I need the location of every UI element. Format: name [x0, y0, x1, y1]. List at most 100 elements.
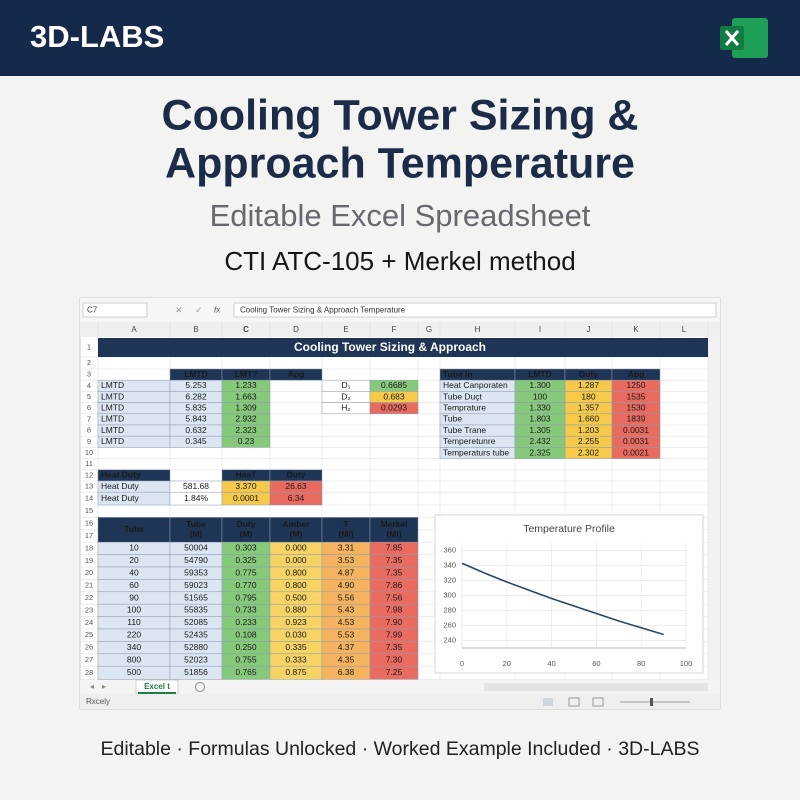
fx-label: fx	[214, 306, 221, 315]
cell-text: 7.90	[386, 617, 403, 627]
header-text: Duty	[579, 369, 598, 379]
cell-text: 10	[129, 543, 139, 553]
cell-text: 0.0021	[623, 447, 649, 457]
header-text: T	[343, 519, 349, 529]
cell-text: 0.0001	[233, 493, 259, 503]
cell-text: 5.835	[185, 402, 207, 412]
cell-text: 1.309	[235, 402, 257, 412]
cell-text: 180	[581, 391, 595, 401]
cell-text: 0.000	[285, 555, 307, 565]
cell-text: 0.6685	[381, 380, 407, 390]
cell-text: 1.357	[578, 402, 600, 412]
cell-text: LMTD	[101, 391, 124, 401]
x-tick-label: 0	[460, 659, 464, 668]
excel-icon	[720, 18, 768, 58]
cell-text: 220	[127, 629, 141, 639]
cell-text: 0.795	[235, 592, 257, 602]
view-break[interactable]	[592, 697, 604, 707]
cell-text: 52435	[184, 629, 208, 639]
cell-text: 1.233	[235, 380, 257, 390]
cell-text: 90	[129, 592, 139, 602]
cell-text: 59353	[184, 567, 208, 577]
cell	[221, 435, 271, 448]
cell-text: 7.30	[386, 654, 403, 664]
cell-text: Tube Trane	[443, 425, 486, 435]
cell-text: 2.302	[578, 447, 600, 457]
sheet-tab-text: Excel t	[144, 682, 170, 691]
cell-text: Tube Duçt	[443, 391, 483, 401]
brand: 3D-LABS	[30, 19, 164, 54]
row-number: 6	[87, 403, 91, 412]
cell-text: 0.683	[383, 391, 405, 401]
cell-text: 2.932	[235, 414, 257, 424]
row-number: 2	[87, 358, 91, 367]
cell-text: 0.733	[235, 605, 257, 615]
cell-text: 0.108	[235, 629, 257, 639]
cell-text: Tube	[443, 414, 462, 424]
column-letter: I	[539, 325, 541, 334]
tab-scroll-right[interactable]: ▸	[102, 682, 106, 691]
cell-text: 3.31	[338, 543, 355, 553]
header-cell	[269, 517, 323, 543]
tab-scroll-left[interactable]: ◂	[90, 682, 94, 691]
header-text: LMTD	[528, 369, 552, 379]
row-number: 7	[87, 414, 91, 423]
cell-text: 4.37	[338, 642, 355, 652]
enter-icon[interactable]: ✓	[195, 305, 203, 315]
column-header-bar	[80, 322, 720, 337]
x-tick-label: 60	[592, 659, 600, 668]
cell-text: 55835	[184, 605, 208, 615]
header-text: Merkel	[381, 519, 408, 529]
cell-text: D₂	[341, 391, 350, 401]
header-cell	[221, 517, 271, 543]
formula-text: Cooling Tower Sizing & Approach Temperat…	[240, 306, 406, 315]
cell-text: 0.755	[235, 654, 257, 664]
cell-text: 0.335	[285, 642, 307, 652]
row-number: 14	[85, 494, 93, 503]
cell	[369, 402, 419, 415]
row-number: 17	[85, 531, 93, 540]
cell-text: 500	[127, 667, 141, 677]
horizontal-scrollbar[interactable]	[484, 683, 708, 691]
cell-text: 0.632	[185, 425, 207, 435]
header-cell	[269, 368, 323, 381]
x-tick-label: 20	[503, 659, 511, 668]
row-number: 9	[87, 437, 91, 446]
cell-text: 0.000	[285, 543, 307, 553]
cell-text: 0.0293	[381, 402, 407, 412]
row-number: 13	[85, 482, 93, 491]
cell-text: 0.0031	[623, 436, 649, 446]
cell-text: 1.300	[529, 380, 551, 390]
cell-text: 20	[129, 555, 139, 565]
zoom-thumb[interactable]	[650, 698, 653, 706]
cell-text: 7.85	[386, 543, 403, 553]
view-layout[interactable]	[568, 697, 580, 707]
data-line	[461, 562, 664, 636]
cell-text: 0.775	[235, 567, 257, 577]
column-letter: B	[193, 325, 198, 334]
cell-text: 1530	[627, 402, 646, 412]
cell	[269, 491, 323, 506]
y-tick-label: 300	[443, 590, 456, 599]
cell-text: 1.330	[529, 402, 551, 412]
method: CTI ATC-105 + Merkel method	[224, 246, 575, 276]
add-sheet[interactable]	[195, 682, 205, 692]
row-number: 12	[85, 470, 93, 479]
cell-text: 4.35	[338, 654, 355, 664]
vertical-scrollbar[interactable]	[708, 337, 720, 681]
cell-text: Temperetunre	[443, 436, 496, 446]
cell-text: 51856	[184, 667, 208, 677]
y-tick-label: 320	[443, 575, 456, 584]
y-tick-label: 240	[443, 635, 456, 644]
formula-input[interactable]	[233, 302, 717, 318]
view-normal[interactable]	[543, 698, 553, 706]
cancel-icon[interactable]: ✕	[175, 305, 183, 315]
row-number: 1	[87, 342, 91, 351]
y-tick-label: 260	[443, 620, 456, 629]
name-box[interactable]	[82, 302, 148, 318]
row-number: 5	[87, 392, 91, 401]
header-text: LMTD	[184, 369, 208, 379]
cell-text: 0.880	[285, 605, 307, 615]
column-letter: J	[587, 325, 591, 334]
